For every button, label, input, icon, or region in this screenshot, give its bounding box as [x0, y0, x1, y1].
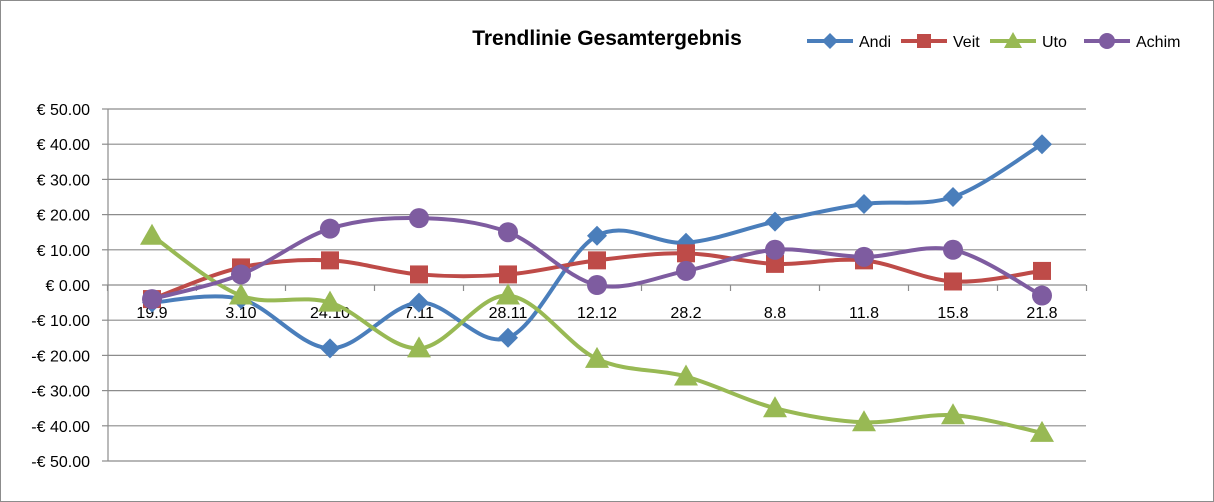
x-tick-label: 28.11	[489, 305, 528, 322]
x-tick-label: 28.2	[670, 305, 701, 322]
x-tick-label: 21.8	[1026, 305, 1057, 322]
data-point-achim	[231, 264, 251, 284]
y-tick-label: -€ 20.00	[31, 348, 90, 365]
data-point-achim	[409, 208, 429, 228]
legend: Andi Veit Uto Achim	[807, 32, 1180, 51]
x-tick-label: 15.8	[937, 305, 968, 322]
data-point-achim	[142, 289, 162, 309]
y-tick-label: € 10.00	[37, 243, 90, 260]
y-tick-label: -€ 10.00	[31, 313, 90, 330]
data-point-veit	[677, 244, 695, 262]
legend-label-veit: Veit	[953, 34, 980, 51]
data-point-achim	[587, 275, 607, 295]
data-point-veit	[944, 272, 962, 290]
data-point-andi	[943, 187, 963, 207]
x-tick-label: 12.12	[577, 305, 617, 322]
legend-item-achim: Achim	[1084, 33, 1180, 51]
y-tick-label: € 20.00	[37, 208, 90, 225]
series-layer	[140, 134, 1054, 442]
data-point-uto	[496, 284, 520, 305]
data-point-veit	[1033, 262, 1051, 280]
x-tick-label: 8.8	[764, 305, 786, 322]
data-point-achim	[498, 222, 518, 242]
legend-label-uto: Uto	[1042, 34, 1067, 51]
chart-title: Trendlinie Gesamtergebnis	[472, 27, 742, 50]
data-point-veit	[499, 265, 517, 283]
y-tick-label: € 30.00	[37, 172, 90, 189]
data-point-andi	[1032, 134, 1052, 154]
x-tick-label: 11.8	[849, 305, 879, 322]
data-point-andi	[854, 194, 874, 214]
y-tick-label: -€ 40.00	[31, 419, 90, 436]
legend-marker-veit	[917, 34, 931, 48]
line-chart: Trendlinie Gesamtergebnis € 50.00 € 40.00…	[1, 1, 1213, 501]
series-andi	[142, 134, 1052, 358]
data-point-achim	[1032, 286, 1052, 306]
y-axis: € 50.00 € 40.00 € 30.00 € 20.00 € 10.00 € 0.0…	[31, 102, 108, 471]
data-point-andi	[498, 328, 518, 348]
data-point-achim	[943, 240, 963, 260]
legend-item-uto: Uto	[990, 32, 1067, 51]
y-tick-label: € 50.00	[37, 102, 90, 119]
y-tick-label: -€ 30.00	[31, 384, 90, 401]
legend-marker-andi	[822, 33, 838, 49]
data-point-achim	[854, 247, 874, 267]
legend-label-achim: Achim	[1136, 34, 1180, 51]
y-tick-label: € 40.00	[37, 137, 90, 154]
data-point-uto	[140, 224, 164, 245]
legend-item-andi: Andi	[807, 33, 891, 51]
data-point-achim	[320, 219, 340, 239]
data-point-veit	[588, 251, 606, 269]
y-tick-label: -€ 50.00	[31, 454, 90, 471]
legend-item-veit: Veit	[901, 34, 980, 51]
y-tick-label: € 0.00	[46, 278, 91, 295]
legend-marker-achim	[1099, 33, 1115, 49]
data-point-veit	[410, 265, 428, 283]
data-point-veit	[321, 251, 339, 269]
data-point-achim	[765, 240, 785, 260]
legend-label-andi: Andi	[859, 34, 891, 51]
data-point-uto	[585, 347, 609, 368]
chart-area: Trendlinie Gesamtergebnis € 50.00 € 40.00…	[0, 0, 1214, 502]
data-point-achim	[676, 261, 696, 281]
